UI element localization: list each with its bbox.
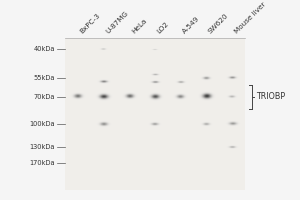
Bar bbox=[65, 38, 245, 190]
Text: 70kDa: 70kDa bbox=[34, 94, 55, 100]
Text: Mouse liver: Mouse liver bbox=[233, 1, 267, 35]
Text: TRIOBP: TRIOBP bbox=[256, 92, 285, 101]
Text: 55kDa: 55kDa bbox=[34, 75, 55, 81]
Text: 100kDa: 100kDa bbox=[29, 121, 55, 127]
Text: U-87MG: U-87MG bbox=[105, 10, 129, 35]
Text: LO2: LO2 bbox=[156, 21, 170, 35]
Text: A-549: A-549 bbox=[182, 16, 201, 35]
Text: HeLa: HeLa bbox=[130, 18, 148, 35]
Text: 40kDa: 40kDa bbox=[34, 46, 55, 52]
Text: 170kDa: 170kDa bbox=[29, 160, 55, 166]
Text: SW620: SW620 bbox=[207, 13, 230, 35]
Text: BxPC-3: BxPC-3 bbox=[79, 12, 101, 35]
Text: 130kDa: 130kDa bbox=[29, 144, 55, 150]
